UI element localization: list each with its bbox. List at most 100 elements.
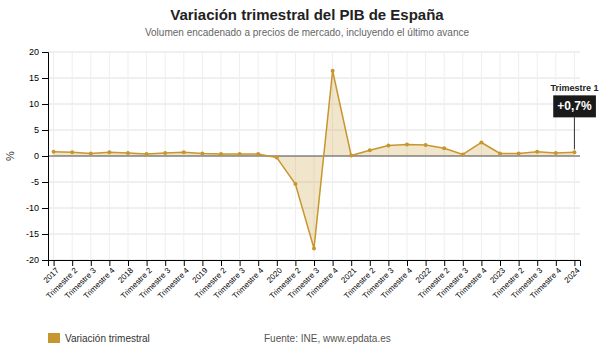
point [145,152,149,156]
y-tick-mark [42,52,48,53]
point [275,156,279,160]
point [386,144,390,148]
y-tick-mark [42,234,48,235]
point [349,153,353,157]
y-tick-mark [42,260,48,261]
annotation-label: Trimestre 1 [550,83,598,93]
x-tick-mark [351,260,352,266]
y-tick-label: 15 [29,73,39,83]
y-tick-label: -10 [26,203,39,213]
x-tick: Trimestre 4 [305,260,340,301]
point [293,182,297,186]
y-tick-label: 10 [29,99,39,109]
source: Fuente: INE, www.epdata.es [264,333,391,344]
point [424,143,428,147]
x-tick-mark [147,260,148,266]
x-tick-mark [165,260,166,266]
point [331,69,335,73]
point [238,152,242,156]
annotation-box [553,95,596,117]
grid [48,52,580,260]
x-tick-mark [333,260,334,266]
x-axis-line [49,261,581,267]
area [54,71,575,249]
x-tick-label: 2024 [563,266,582,285]
y-axis-title: % [4,151,16,161]
y-tick-label: -15 [26,229,39,239]
annotation-value: +0,7% [557,99,592,113]
x-tick: Trimestre 4 [454,260,489,301]
title: Variación trimestral del PIB de España [170,6,444,23]
marks [48,69,580,251]
point [368,148,372,152]
point [200,151,204,155]
y-tick: -15 [26,229,48,239]
x-tick-mark [370,260,371,266]
y-tick: 15 [29,73,48,83]
x-tick-label: Trimestre 4 [82,266,117,301]
y-axis-line [42,53,49,261]
point [163,151,167,155]
y-tick: -20 [26,255,48,265]
x-axis: 2017Trimestre 2Trimestre 3Trimestre 4201… [42,260,582,301]
x-tick-mark [72,260,73,266]
point [312,247,316,251]
point [182,150,186,154]
x-tick-mark [184,260,185,266]
x-tick: Trimestre 4 [528,260,563,301]
x-tick-mark [426,260,427,266]
y-tick-mark [42,182,48,183]
y-tick-label: 20 [29,47,39,57]
x-tick-mark [221,260,222,266]
x-tick-mark [388,260,389,266]
x-tick-mark [277,260,278,266]
x-tick-mark [109,260,110,266]
y-tick: -10 [26,203,48,213]
point [554,151,558,155]
chart: Variación trimestral del PIB de España Vo… [0,0,614,360]
x-tick-mark [128,260,129,266]
point [479,140,483,144]
x-tick-label: Trimestre 4 [156,266,191,301]
x-tick-mark [54,260,55,266]
point [107,150,111,154]
point [256,152,260,156]
y-tick: 5 [34,125,48,135]
y-tick-label: -5 [31,177,39,187]
y-tick-mark [42,130,48,131]
y-tick-mark [42,208,48,209]
legend-label: Variación trimestral [65,333,150,344]
x-tick-mark [481,260,482,266]
point [52,150,56,154]
x-tick-mark [537,260,538,266]
x-tick-mark [314,260,315,266]
point [517,151,521,155]
x-tick-mark [519,260,520,266]
annotation-connector [574,117,575,149]
x-tick-mark [202,260,203,266]
x-tick-mark [556,260,557,266]
y-grid-line [48,156,580,157]
x-tick-mark [407,260,408,266]
point [442,146,446,150]
y-tick-mark [42,78,48,79]
zero-line [48,156,580,157]
legend: Variación trimestral [48,333,150,344]
y-tick-label: 0 [34,151,39,161]
y-tick-label: -20 [26,255,39,265]
y-tick-mark [42,104,48,105]
x-tick-mark [444,260,445,266]
x-tick: 2024 [563,260,582,285]
point [535,150,539,154]
subtitle: Volumen encadenado a precios de mercado,… [145,27,470,38]
x-tick-mark [574,260,575,266]
x-tick: Trimestre 4 [156,260,191,301]
x-tick-mark [295,260,296,266]
y-tick: 0 [34,151,48,161]
x-tick-mark [500,260,501,266]
x-tick: Trimestre 4 [82,260,117,301]
x-tick-label: Trimestre 4 [305,266,340,301]
y-tick: 20 [29,47,48,57]
point [126,151,130,155]
point [572,150,576,154]
